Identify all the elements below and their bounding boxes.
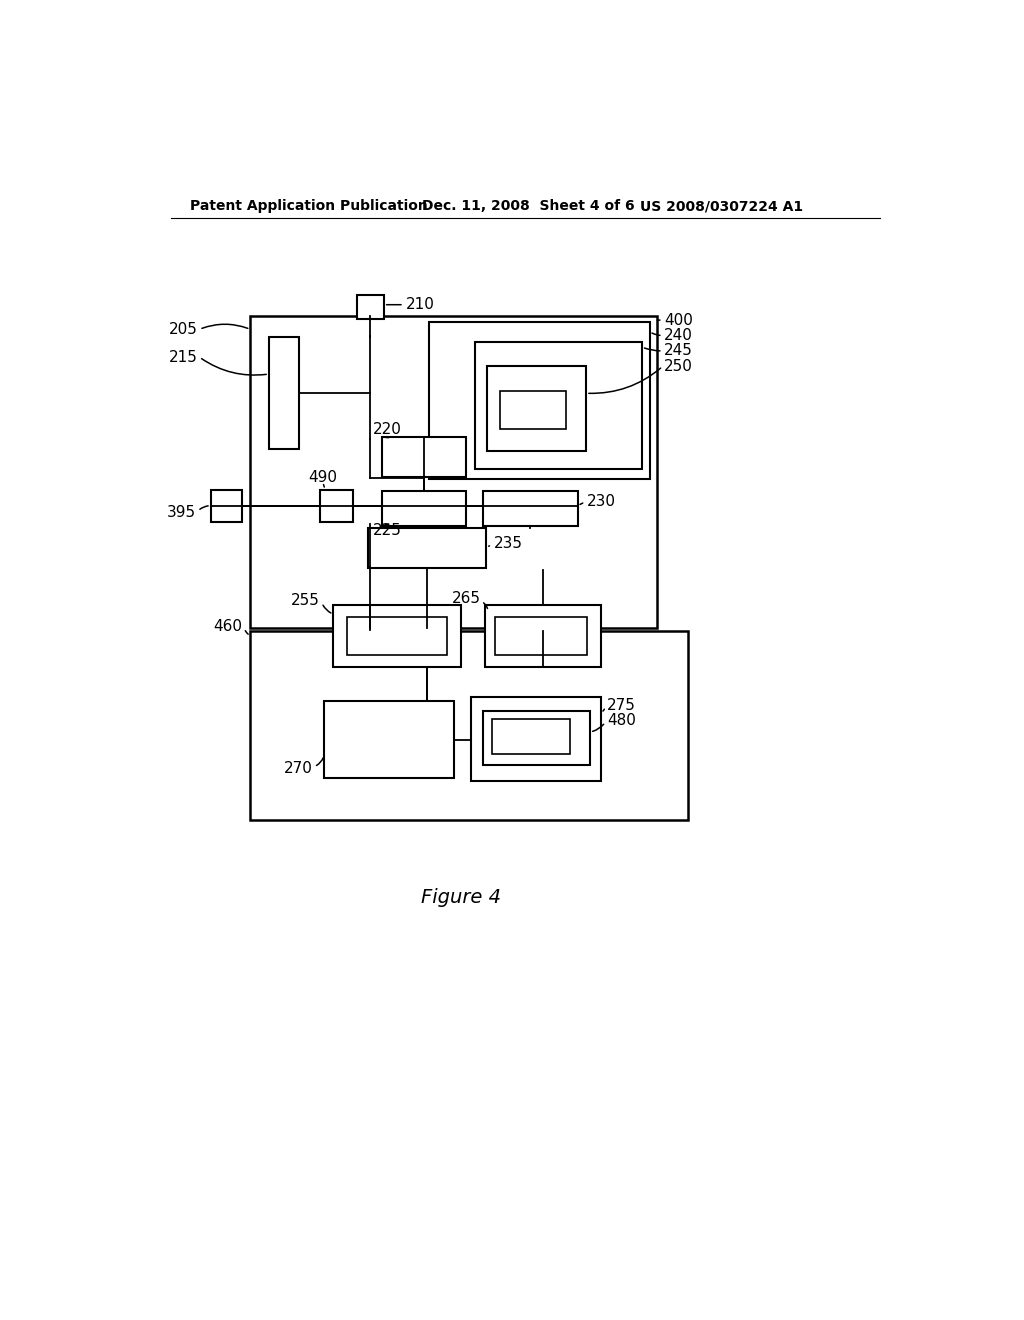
Bar bbox=[269, 337, 299, 449]
Bar bbox=[429, 322, 649, 479]
Text: 400: 400 bbox=[665, 313, 693, 327]
Bar bbox=[496, 616, 587, 655]
Text: 225: 225 bbox=[373, 523, 401, 537]
Bar bbox=[369, 528, 486, 568]
Bar bbox=[471, 697, 601, 780]
Text: 205: 205 bbox=[169, 322, 198, 337]
Text: Figure 4: Figure 4 bbox=[421, 888, 502, 907]
Bar bbox=[251, 631, 688, 820]
Bar bbox=[334, 605, 461, 667]
Text: 395: 395 bbox=[167, 506, 197, 520]
Bar bbox=[382, 437, 466, 478]
Bar bbox=[486, 367, 586, 451]
Text: 230: 230 bbox=[587, 494, 615, 510]
Bar bbox=[324, 701, 455, 779]
Text: 250: 250 bbox=[665, 359, 693, 374]
Bar bbox=[475, 342, 642, 469]
Bar bbox=[211, 490, 242, 521]
Bar bbox=[251, 317, 657, 628]
Bar bbox=[382, 491, 466, 525]
Bar bbox=[484, 605, 601, 667]
Bar bbox=[500, 391, 566, 429]
Text: 255: 255 bbox=[291, 593, 321, 609]
Text: 275: 275 bbox=[607, 697, 636, 713]
Bar bbox=[356, 296, 384, 318]
Text: Patent Application Publication: Patent Application Publication bbox=[190, 199, 428, 213]
Text: 210: 210 bbox=[406, 297, 434, 313]
Bar bbox=[483, 491, 578, 525]
Text: 490: 490 bbox=[308, 470, 337, 486]
Bar bbox=[346, 616, 447, 655]
Text: 235: 235 bbox=[494, 536, 523, 550]
Text: 220: 220 bbox=[373, 422, 401, 437]
Bar bbox=[483, 711, 590, 766]
Text: 245: 245 bbox=[665, 343, 693, 359]
Text: 460: 460 bbox=[214, 619, 243, 634]
Bar bbox=[321, 490, 352, 521]
Bar bbox=[493, 719, 569, 754]
Text: 270: 270 bbox=[284, 760, 312, 776]
Text: 215: 215 bbox=[169, 350, 198, 364]
Text: Dec. 11, 2008  Sheet 4 of 6: Dec. 11, 2008 Sheet 4 of 6 bbox=[423, 199, 635, 213]
Text: 265: 265 bbox=[452, 591, 480, 606]
Text: 240: 240 bbox=[665, 327, 693, 343]
Text: 480: 480 bbox=[607, 713, 636, 729]
Text: US 2008/0307224 A1: US 2008/0307224 A1 bbox=[640, 199, 803, 213]
